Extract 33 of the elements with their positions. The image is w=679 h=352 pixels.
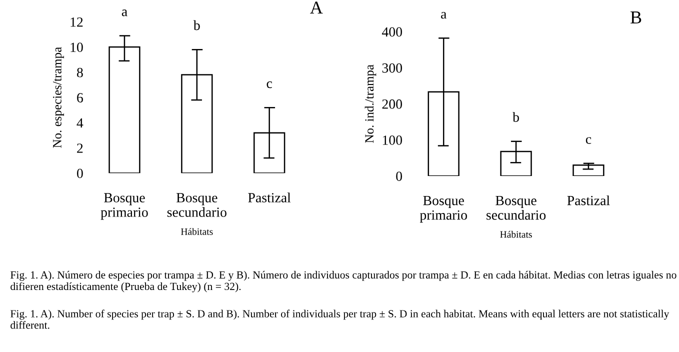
chart-title: B: [630, 12, 642, 24]
caption: Fig. 1. A). Number of species per trap ± S. D and B). Number of individuals per trap ± S. D in each habitat. Means with equal letters are not statistically different.: [10, 310, 670, 329]
y-tick-label: 4: [76, 118, 84, 128]
x-tick-label: Bosque secundario: [486, 196, 546, 220]
annotation: b: [512, 112, 519, 122]
x-tick-label: Pastizal: [567, 195, 610, 206]
text: a: [441, 12, 447, 19]
y-axis-title: No. especies/trampa: [53, 47, 64, 148]
caption: Fig. 1. A). Número de especies por trampa ± D. E y B). Número de individuos capturados por trampa ± D. E en cada hábitat. Medias con letras iguales no difieren estadísticamente (Prueba de Tukey) (n = 32).: [10, 270, 676, 292]
text: a: [122, 10, 128, 16]
y-tick-label: 300: [382, 63, 402, 73]
y-axis-title: No. ind./trampa: [364, 64, 376, 143]
y-tick-label: 2: [77, 144, 83, 153]
annotation: c: [266, 81, 272, 88]
annotation: c: [586, 137, 592, 144]
x-tick-label: Pastizal: [248, 192, 291, 202]
y-tick-label: 200: [382, 99, 402, 109]
y-tick-label: 100: [382, 136, 402, 145]
y-tick-label: 10: [70, 42, 83, 52]
y-tick-label: 400: [382, 27, 402, 37]
x-axis-title: Hábitats: [500, 230, 532, 238]
x-axis-title: Hábitats: [180, 228, 213, 235]
x-tick-label: Bosque secundario: [167, 193, 226, 217]
x-tick-label: Bosque primario: [100, 193, 148, 220]
y-tick-label: 0: [396, 172, 402, 181]
y-tick-label: 0: [76, 168, 83, 178]
y-tick-label: 12: [70, 17, 83, 27]
chart-title: A: [310, 2, 323, 14]
y-tick-label: 6: [77, 93, 83, 102]
bar: [572, 164, 604, 176]
y-tick-label: 8: [76, 68, 83, 78]
annotation: b: [193, 20, 200, 30]
x-tick-label: Bosque primario: [420, 196, 467, 223]
